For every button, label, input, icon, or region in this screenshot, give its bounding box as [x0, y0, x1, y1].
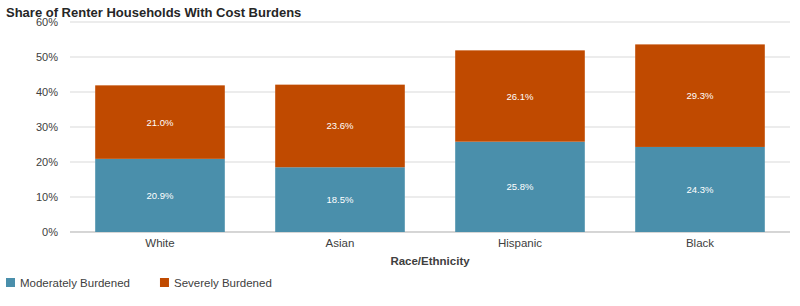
y-tick-label: 30%	[36, 121, 58, 133]
bar-segment	[275, 85, 405, 168]
data-label: 21.0%	[147, 117, 174, 128]
grid-line	[70, 22, 790, 23]
data-label: 20.9%	[147, 190, 174, 201]
data-label: 29.3%	[687, 90, 714, 101]
legend-swatch	[160, 278, 169, 287]
legend-swatch	[6, 278, 15, 287]
data-label: 26.1%	[507, 91, 534, 102]
y-tick-label: 0%	[42, 226, 58, 238]
bar-segment	[635, 44, 765, 147]
bar-segment	[275, 167, 405, 232]
x-tick-label: Black	[686, 237, 714, 249]
y-tick-label: 40%	[36, 86, 58, 98]
legend-label: Moderately Burdened	[20, 277, 130, 289]
y-tick-label: 10%	[36, 191, 58, 203]
chart-svg: Share of Renter Households With Cost Bur…	[0, 0, 800, 306]
bars	[95, 44, 765, 232]
data-label: 23.6%	[327, 120, 354, 131]
data-label: 24.3%	[687, 184, 714, 195]
data-label: 18.5%	[327, 194, 354, 205]
legend-label: Severely Burdened	[174, 277, 272, 289]
x-axis-label: Race/Ethnicity	[390, 255, 470, 267]
bar-segment	[95, 85, 225, 159]
x-tick-label: Hispanic	[498, 237, 542, 249]
x-axis: White Asian Hispanic Black	[145, 237, 714, 249]
x-tick-label: Asian	[326, 237, 355, 249]
bar-segment	[635, 147, 765, 232]
data-label: 25.8%	[507, 181, 534, 192]
y-axis: 0% 10% 20% 30% 40% 50% 60%	[36, 16, 790, 238]
bar-segment	[95, 159, 225, 232]
bar-segment	[455, 50, 585, 141]
x-tick-label: White	[145, 237, 174, 249]
data-labels: 20.9% 18.5% 25.8% 24.3% 21.0% 23.6% 26.1% 29.3%	[147, 90, 714, 205]
legend: Moderately Burdened Severely Burdened	[6, 277, 272, 289]
y-tick-label: 50%	[36, 51, 58, 63]
bar-segment	[455, 142, 585, 232]
y-tick-label: 20%	[36, 156, 58, 168]
chart-container: Share of Renter Households With Cost Bur…	[0, 0, 800, 306]
y-tick-label: 60%	[36, 16, 58, 28]
